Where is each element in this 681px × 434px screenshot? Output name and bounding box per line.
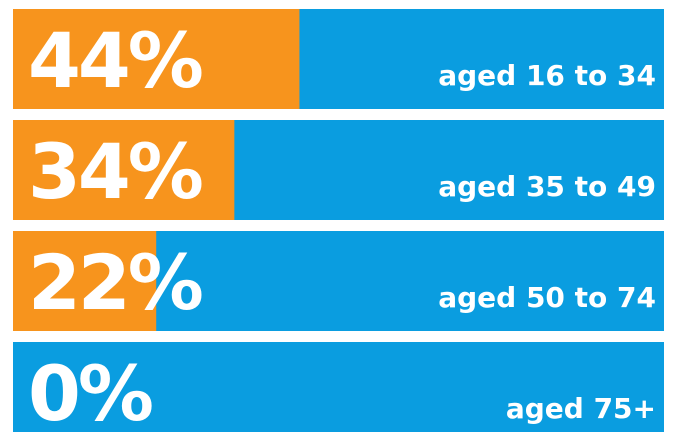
bar [13, 231, 157, 331]
bar-background [13, 342, 664, 432]
category-label: aged 16 to 34 [438, 59, 656, 92]
category-label: aged 35 to 49 [438, 170, 656, 203]
value-label: 22% [28, 238, 202, 327]
bar [13, 9, 300, 109]
value-label: 34% [28, 127, 202, 216]
value-label: 44% [28, 16, 202, 105]
bar [13, 120, 235, 220]
category-label: aged 50 to 74 [438, 281, 656, 314]
category-label: aged 75+ [506, 392, 656, 425]
value-label: 0% [28, 349, 152, 434]
